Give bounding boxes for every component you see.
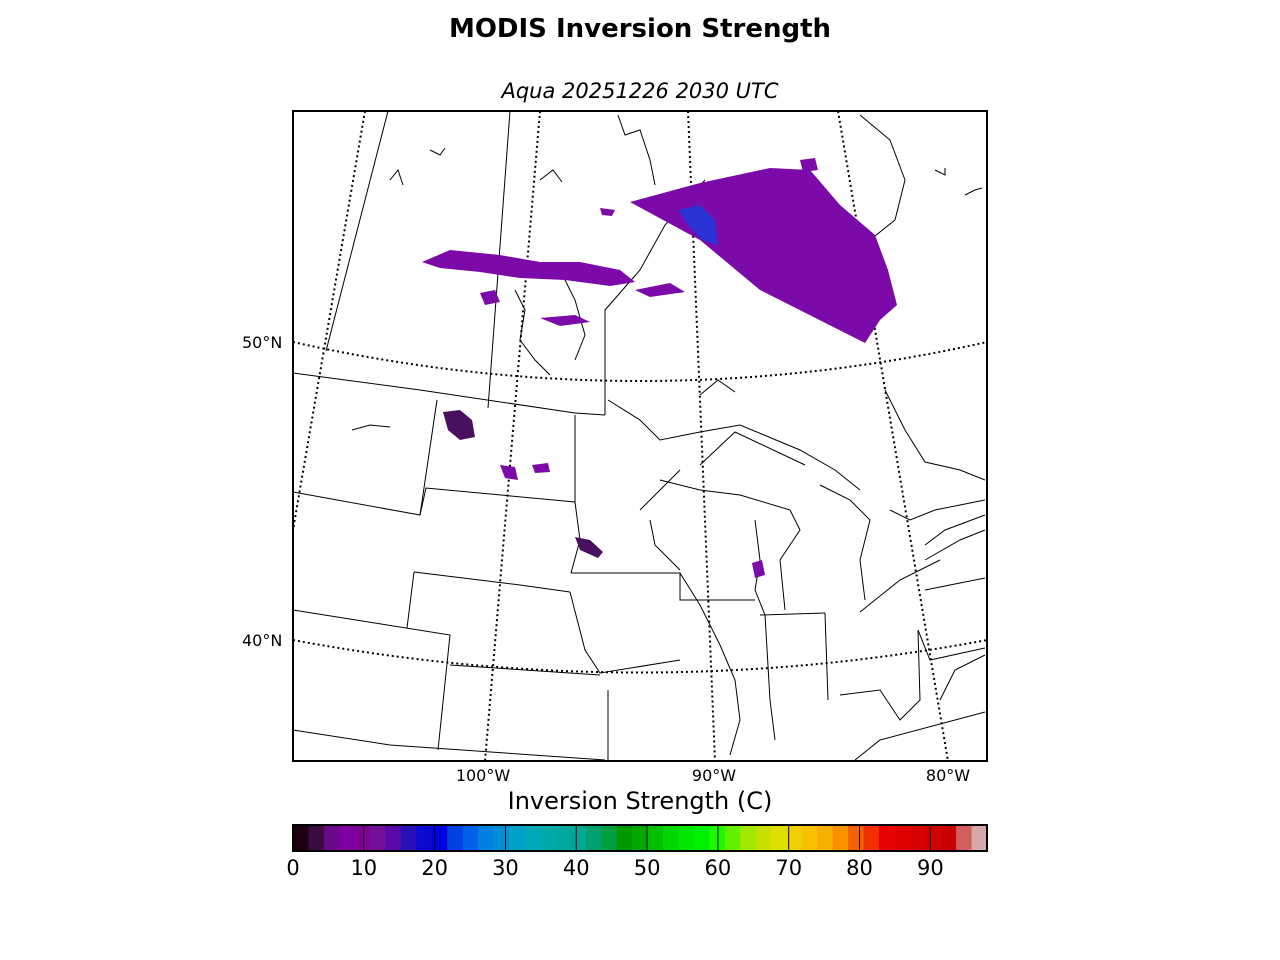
colorbar-tick-label: 10 [350, 856, 378, 880]
boundary-lines [293, 111, 986, 761]
colorbar-segment [431, 825, 448, 851]
colorbar-segment [616, 825, 633, 851]
latitude-label: 50°N [242, 333, 283, 352]
inversion-patch-small [532, 463, 550, 473]
colorbar-segment [832, 825, 849, 851]
inversion-data [422, 158, 897, 578]
inversion-patch-small [480, 290, 500, 305]
inversion-patch-small [540, 315, 590, 326]
colorbar-segment [400, 825, 417, 851]
colorbar-segment [323, 825, 340, 851]
colorbar-segment [293, 825, 310, 851]
colorbar-segment [416, 825, 433, 851]
colorbar-segment [940, 825, 957, 851]
colorbar-segment [755, 825, 772, 851]
inversion-patch-small [600, 208, 615, 216]
colorbar-segment [956, 825, 973, 851]
colorbar [292, 825, 988, 851]
colorbar-tick-label: 60 [704, 856, 732, 880]
inversion-patch-small [500, 465, 518, 480]
colorbar-segment [462, 825, 479, 851]
inversion-swath-blue-patch [678, 205, 718, 245]
colorbar-segment [478, 825, 495, 851]
colorbar-segment [678, 825, 695, 851]
colorbar-segment [925, 825, 942, 851]
colorbar-segment [370, 825, 387, 851]
colorbar-segment [570, 825, 587, 851]
inversion-band-north [422, 250, 635, 286]
inversion-patch-iowa [575, 537, 603, 558]
colorbar-segment [339, 825, 356, 851]
colorbar-segment [971, 825, 988, 851]
colorbar-segment [601, 825, 618, 851]
colorbar-segment [863, 825, 880, 851]
colorbar-segment [879, 825, 896, 851]
colorbar-tick-label: 90 [916, 856, 944, 880]
colorbar-segment [663, 825, 680, 851]
colorbar-segment [354, 825, 371, 851]
inversion-patch-small [635, 283, 685, 297]
colorbar-segment [724, 825, 741, 851]
colorbar-segment [801, 825, 818, 851]
inversion-swath [630, 168, 897, 343]
colorbar-segment [508, 825, 525, 851]
longitude-label: 100°W [455, 766, 511, 785]
colorbar-tick-label: 70 [775, 856, 803, 880]
colorbar-segment [308, 825, 325, 851]
colorbar-segment [693, 825, 710, 851]
colorbar-segment [647, 825, 664, 851]
colorbar-tick-label: 50 [633, 856, 661, 880]
colorbar-segment [586, 825, 603, 851]
figure-title: MODIS Inversion Strength [448, 14, 832, 44]
colorbar-segment [632, 825, 649, 851]
colorbar-tick-label: 30 [492, 856, 519, 880]
inversion-patch-small [752, 560, 765, 578]
colorbar-segment [771, 825, 788, 851]
graticule [293, 111, 987, 761]
colorbar-segment [539, 825, 556, 851]
figure-subtitle: Aqua 20251226 2030 UTC [501, 79, 779, 103]
colorbar-segment [786, 825, 803, 851]
colorbar-segment [894, 825, 911, 851]
map-area [293, 111, 987, 761]
longitude-label: 90°W [691, 766, 737, 785]
longitude-label: 80°W [925, 766, 971, 785]
inversion-patch-small [800, 158, 818, 172]
latitude-label: 40°N [242, 631, 283, 650]
colorbar-segment [447, 825, 464, 851]
colorbar-tick-label: 20 [421, 856, 448, 880]
colorbar-tick-label: 80 [846, 856, 873, 880]
colorbar-segment [524, 825, 541, 851]
inversion-patch-dakota [443, 410, 475, 440]
colorbar-segment [848, 825, 865, 851]
colorbar-frame [292, 824, 988, 852]
colorbar-segment [817, 825, 834, 851]
colorbar-tick-label: 0 [286, 856, 300, 880]
colorbar-segment [385, 825, 402, 851]
colorbar-segment [493, 825, 510, 851]
colorbar-segment [555, 825, 572, 851]
colorbar-tick-label: 40 [562, 856, 590, 880]
map-frame [292, 110, 988, 762]
colorbar-segment [909, 825, 926, 851]
colorbar-segment [740, 825, 757, 851]
colorbar-title: Inversion Strength (C) [507, 787, 773, 815]
